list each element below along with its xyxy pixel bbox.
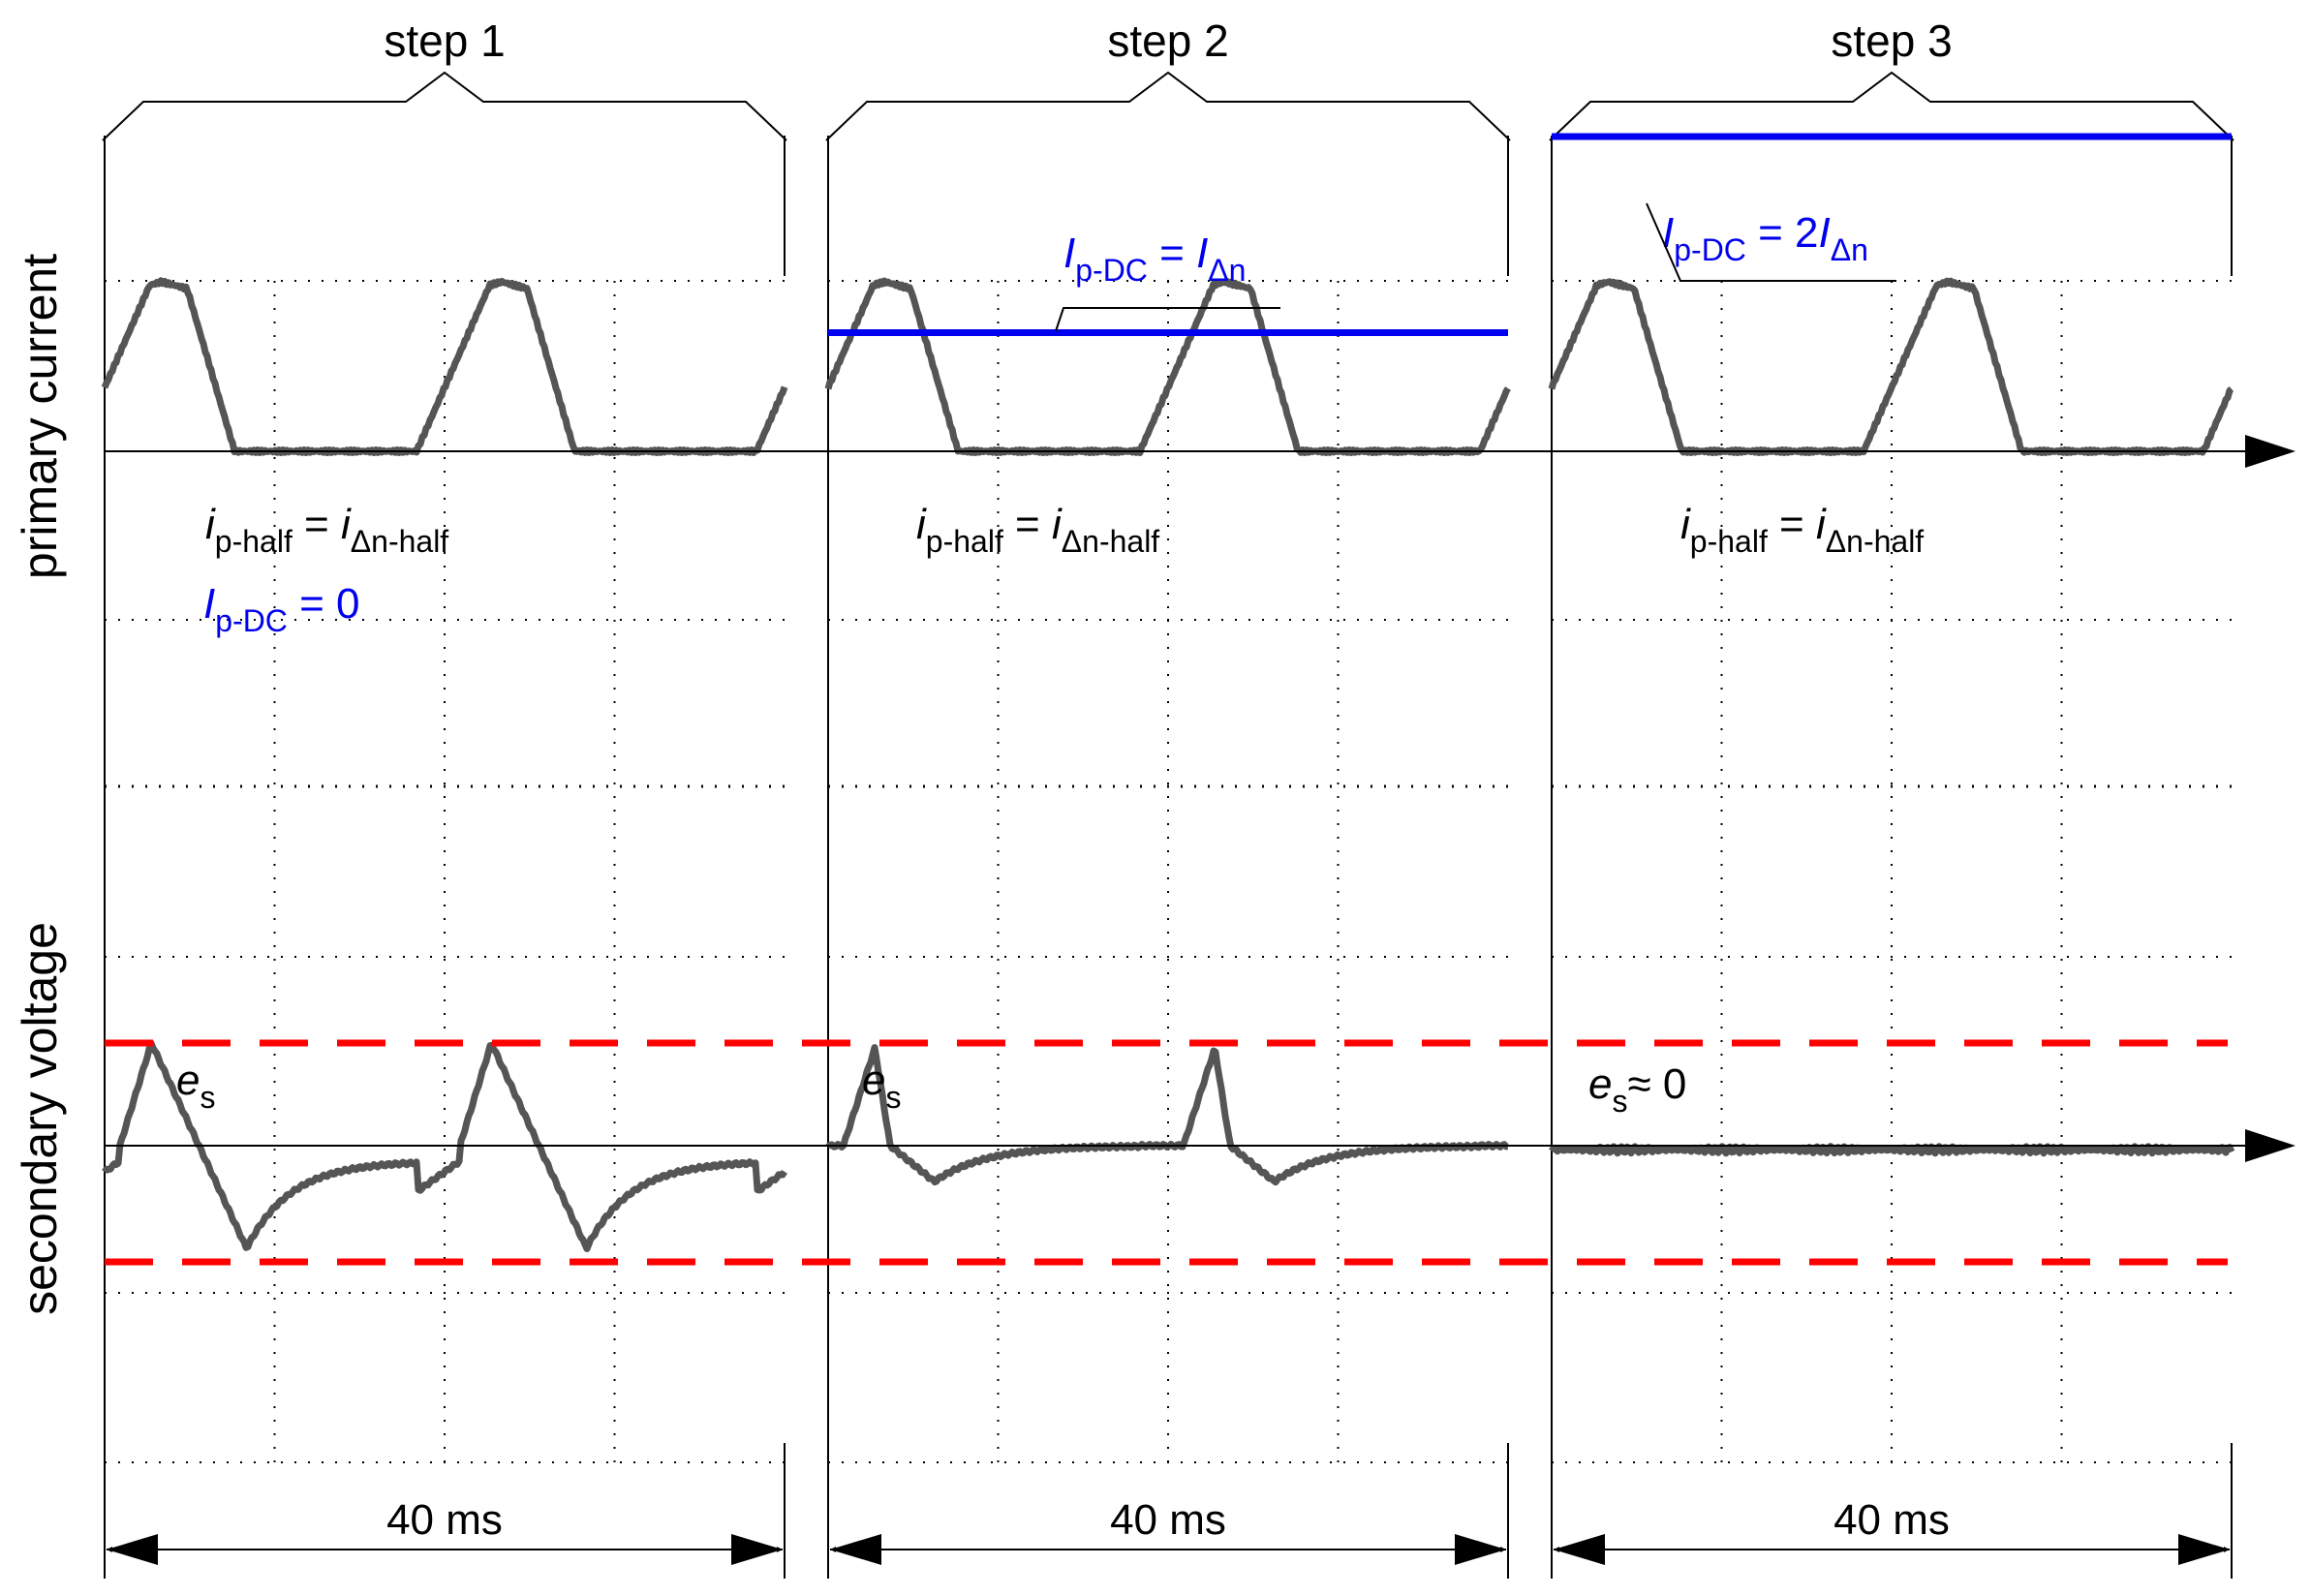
math-span: i (1680, 501, 1691, 548)
duration-label: 40 ms (386, 1496, 503, 1544)
duration-arrowhead-left (830, 1534, 881, 1565)
math-span: I (1063, 230, 1075, 277)
step-bracket (102, 71, 787, 141)
step-label: step 1 (384, 15, 505, 66)
math-span: I (203, 580, 215, 628)
subscript-span: Δn-half (1826, 524, 1925, 559)
primary-current-trace (1548, 277, 2234, 456)
ip-half-annotation: ip-half = iΔn-half (205, 501, 448, 559)
math-span: i (916, 501, 927, 548)
duration-arrowhead-right (1455, 1534, 1506, 1565)
subscript-span: p-DC (215, 603, 288, 638)
math-span: I (1196, 230, 1208, 277)
math-span: = (1148, 230, 1196, 277)
subscript-span: p-half (215, 524, 293, 559)
math-span: = 0 (288, 580, 360, 628)
step-label: step 2 (1107, 15, 1228, 66)
math-span: = (1768, 501, 1816, 548)
duration-label: 40 ms (1833, 1496, 1950, 1544)
duration-arrowhead-right (2178, 1534, 2230, 1565)
math-span: = (293, 501, 341, 548)
duration-arrowhead-left (107, 1534, 158, 1565)
math-span: i (1052, 501, 1063, 548)
ip-half-annotation: ip-half = iΔn-half (916, 501, 1159, 559)
subscript-span: p-DC (1674, 232, 1746, 267)
ip-dc-annotation: Ip-DC = IΔn (1063, 230, 1246, 288)
math-span: e (176, 1057, 200, 1104)
ip-half-annotation: ip-half = iΔn-half (1680, 501, 1924, 559)
subscript-span: Δn-half (1062, 524, 1160, 559)
es-annotation: es≈ 0 (1588, 1060, 1686, 1119)
math-span: i (341, 501, 352, 548)
math-span: e (1588, 1060, 1612, 1108)
subscript-span: Δn-half (351, 524, 449, 559)
subscript-span: p-DC (1075, 253, 1148, 288)
math-span: = 2 (1746, 209, 1819, 257)
math-span: = (1003, 501, 1052, 548)
ylabel-primary-current: primary current (13, 254, 67, 579)
leader-line-step3 (1646, 202, 1896, 282)
subscript-span: Δn (1831, 232, 1868, 267)
subscript-span: Δn (1208, 253, 1246, 288)
step-label: step 3 (1831, 15, 1952, 66)
primary-current-trace (101, 277, 788, 456)
math-span: I (1662, 209, 1674, 257)
subscript-span: s (1612, 1084, 1627, 1119)
subscript-span: s (885, 1080, 901, 1115)
step-bracket (825, 71, 1511, 141)
math-span: i (1816, 501, 1827, 548)
secondary-voltage-trace (1549, 1143, 2235, 1157)
duration-arrowhead-right (731, 1534, 783, 1565)
subscript-span: p-half (1690, 524, 1768, 559)
primary-current-axis-arrowhead (2245, 435, 2296, 468)
duration-label: 40 ms (1110, 1496, 1226, 1544)
subscript-span: p-half (926, 524, 1003, 559)
primary-current-trace (824, 277, 1511, 456)
math-span: i (205, 501, 216, 548)
math-span: e (862, 1057, 885, 1104)
math-span: I (1819, 209, 1831, 257)
ip-dc-annotation: Ip-DC = 0 (203, 580, 360, 638)
subscript-span: s (200, 1080, 215, 1115)
math-span: ≈ 0 (1627, 1060, 1686, 1108)
es-annotation: es (862, 1057, 901, 1115)
leader-line-step2 (1055, 307, 1280, 332)
secondary-voltage-axis-arrowhead (2245, 1129, 2296, 1162)
ip-dc-annotation: Ip-DC = 2IΔn (1662, 209, 1868, 267)
es-annotation: es (176, 1057, 215, 1115)
step-bracket (1549, 71, 2234, 141)
secondary-voltage-trace (102, 1039, 787, 1252)
duration-arrowhead-left (1554, 1534, 1605, 1565)
ylabel-secondary-voltage: secondary voltage (13, 922, 67, 1315)
